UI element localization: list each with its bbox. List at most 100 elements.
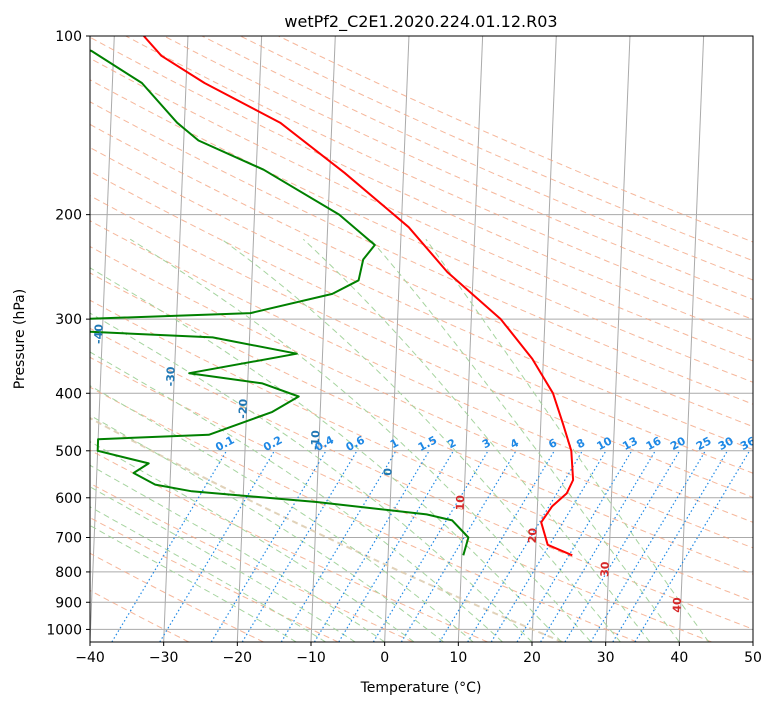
mixing-ratio-label: 16 [644, 434, 664, 453]
y-axis-title: Pressure (hPa) [12, 289, 28, 389]
mixing-ratio-line [111, 450, 228, 642]
moist-adiabat-line [221, 238, 621, 642]
isotherm-line [678, 36, 705, 642]
y-tick-label: 700 [55, 531, 82, 547]
mixing-ratio-line [634, 450, 751, 642]
moist-adiabat-line [90, 506, 326, 642]
plot-area: -100-90-80-70-60-50-40-30-20-10010203040… [90, 36, 758, 642]
x-tick-label: 20 [523, 650, 541, 666]
x-tick-label: 40 [670, 650, 688, 666]
isotherm-label: -40 [92, 323, 106, 344]
dry-adiabat-line [90, 57, 753, 362]
sounding-series [90, 36, 575, 557]
pressure-gridlines [90, 36, 753, 630]
mixing-ratio-line [590, 450, 706, 642]
mixing-ratio-line [241, 450, 358, 642]
moist-adiabat-line [90, 312, 533, 642]
mixing-ratio-line [280, 450, 397, 642]
isotherm-label: -30 [164, 366, 178, 387]
dry-adiabat-line [90, 79, 753, 383]
y-tick-label: 800 [55, 565, 82, 581]
x-axis-ticks: −40 −30 −20 −10 0 10 20 30 40 50 [75, 642, 762, 666]
dry-adiabat-line [125, 36, 753, 321]
moist-adiabat-line [90, 267, 562, 642]
line-labels: -100-90-80-70-60-50-40-30-20-10010203040… [92, 323, 758, 613]
dry-adiabat-line [163, 36, 753, 301]
isotherm-label: 40 [671, 597, 685, 613]
y-tick-label: 1000 [46, 622, 82, 638]
mixing-ratio-label: 36 [738, 434, 758, 453]
y-tick-label: 400 [55, 386, 82, 402]
mixing-ratio-line [338, 450, 454, 642]
dry-adiabat-line [90, 589, 190, 642]
dewpoint-profile-line [90, 49, 470, 556]
moist-adiabat-line [90, 486, 356, 642]
mixing-ratio-line [400, 450, 517, 642]
mixing-ratio-line [564, 450, 681, 642]
y-tick-label: 600 [55, 491, 82, 507]
moist-adiabats [90, 238, 710, 642]
mixing-ratio-line [516, 450, 633, 642]
moist-adiabat-line [90, 464, 385, 642]
x-tick-label: −20 [223, 650, 253, 666]
y-tick-label: 900 [55, 595, 82, 611]
dry-adiabat-line [90, 123, 753, 428]
dry-adiabat-line [90, 245, 753, 549]
mixing-ratio-line [540, 450, 656, 642]
y-axis-ticks: 100 200 300 400 500 600 700 800 900 1000 [46, 29, 90, 638]
mixing-ratio-label: 25 [694, 434, 714, 453]
dry-adiabat-line [90, 195, 753, 499]
moist-adiabat-line [90, 414, 444, 642]
x-tick-label: −30 [149, 650, 179, 666]
mixing-ratio-label: 20 [668, 434, 688, 453]
mixing-ratio-line [467, 450, 583, 642]
dry-adiabat-line [90, 356, 712, 642]
mixing-ratio-label: 30 [716, 434, 736, 453]
moist-adiabat-line [90, 524, 297, 642]
x-tick-label: 30 [597, 650, 615, 666]
dry-adiabat-line [90, 386, 638, 642]
mixing-ratio-line [159, 450, 275, 642]
dry-adiabat-line [90, 552, 264, 642]
x-tick-label: −40 [75, 650, 105, 666]
isotherm-label: -20 [236, 398, 250, 419]
mixing-ratio-line [372, 450, 489, 642]
plot-frame [89, 35, 754, 643]
dry-adiabat-line [90, 416, 563, 642]
dry-adiabat-line [90, 220, 753, 523]
y-tick-label: 200 [55, 208, 82, 224]
x-tick-label: −10 [296, 650, 326, 666]
isotherm-line [236, 36, 263, 642]
moist-adiabat-line [90, 351, 503, 642]
dry-adiabat-line [90, 449, 488, 642]
x-tick-label: 50 [744, 650, 762, 666]
mixing-ratio-line [210, 450, 327, 642]
mixing-ratio-label: 10 [595, 434, 615, 453]
x-tick-label: 10 [449, 650, 467, 666]
mixing-ratio-line [490, 450, 607, 642]
mixing-ratio-line [313, 450, 430, 642]
moist-adiabat-line [370, 238, 680, 642]
x-tick-label: 0 [380, 650, 389, 666]
chart-title: wetPf2_C2E1.2020.224.01.12.R03 [284, 12, 557, 32]
mixing-ratio-line [439, 450, 555, 642]
y-tick-label: 100 [55, 29, 82, 45]
isotherm-line [384, 36, 410, 642]
isotherm-label: 30 [598, 561, 612, 577]
mixing-ratio-lines [111, 450, 751, 642]
moist-adiabat-line [425, 238, 710, 642]
mixing-ratio-line [612, 450, 729, 642]
x-axis-title: Temperature (°C) [360, 680, 482, 696]
isotherm-line [90, 36, 115, 642]
temperature-profile-line [143, 36, 575, 557]
y-tick-label: 500 [55, 444, 82, 460]
isotherm-line [163, 36, 189, 642]
y-tick-label: 300 [55, 312, 82, 328]
moist-adiabat-line [129, 238, 592, 642]
moist-adiabat-line [90, 441, 415, 642]
isotherm-label: 20 [526, 527, 540, 543]
isotherm-label: -10 [309, 430, 323, 451]
isotherm-line [605, 36, 631, 642]
